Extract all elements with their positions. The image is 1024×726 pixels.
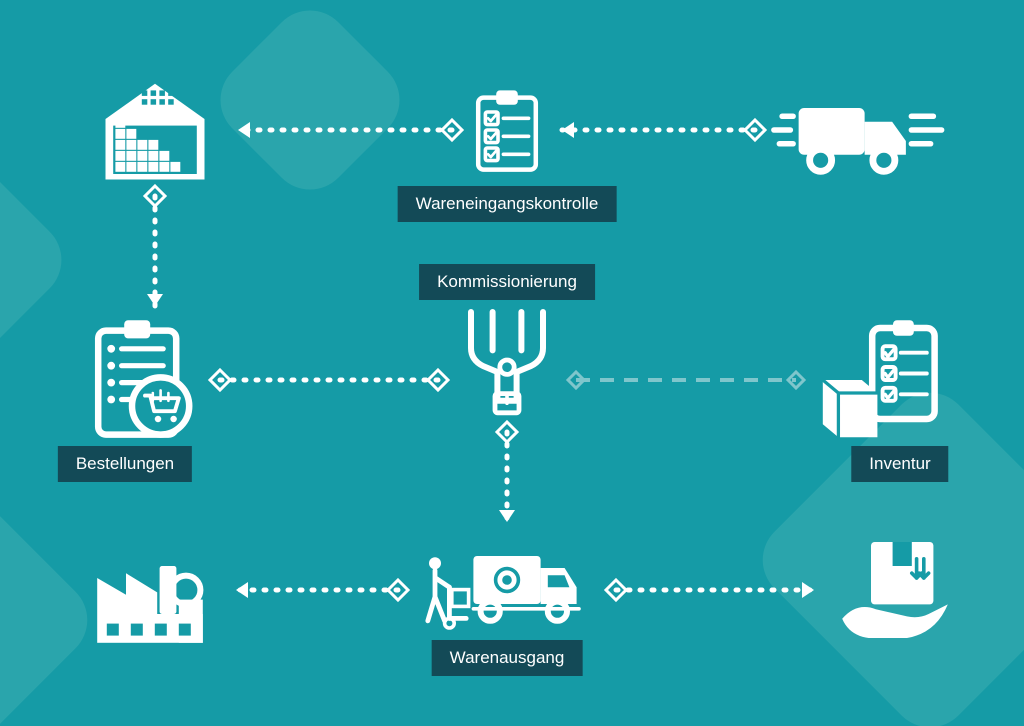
node-truck_in [760, 75, 950, 185]
node-inspection [462, 75, 552, 185]
bg-accent-shape [0, 62, 78, 458]
node-warehouse [85, 75, 225, 185]
connector-picking-outbound [497, 422, 517, 522]
label-inventory: Inventur [851, 446, 948, 482]
connector-inspection-warehouse [238, 120, 462, 140]
connector-orders-picking [210, 370, 448, 390]
box_clipboard-icon [800, 315, 960, 445]
node-factory [75, 530, 225, 650]
truck_fast-icon [760, 75, 950, 185]
connector-warehouse-orders [145, 186, 165, 306]
dispatch-icon [407, 520, 607, 640]
label-inspection: Wareneingangskontrolle [398, 186, 617, 222]
hand_parcel-icon [820, 530, 970, 650]
connector-outbound-handover [606, 580, 814, 600]
label-picking: Kommissionierung [419, 264, 595, 300]
node-orders [80, 315, 210, 445]
connector-picking-inventory [568, 372, 804, 388]
hand_box-icon [447, 300, 567, 420]
node-picking [447, 300, 567, 420]
connector-outbound-factory [236, 580, 408, 600]
connector-truck_in-inspection [562, 120, 765, 140]
factory-icon [75, 530, 225, 650]
node-handover [820, 530, 970, 650]
clipboard_cart-icon [80, 315, 210, 445]
bg-accent-shape [204, 0, 416, 206]
label-outbound: Warenausgang [432, 640, 583, 676]
clipboard_checks-icon [462, 75, 552, 185]
warehouse-icon [85, 75, 225, 185]
node-outbound [407, 520, 607, 640]
label-orders: Bestellungen [58, 446, 192, 482]
diagram-stage: Wareneingangskontrolle Bestellungen Kommis… [0, 0, 1024, 726]
node-inventory [800, 315, 960, 445]
